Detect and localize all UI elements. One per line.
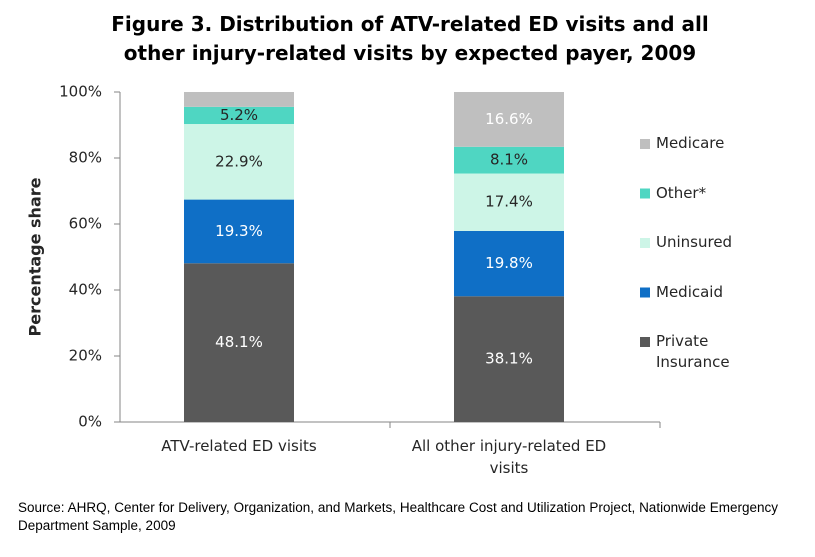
legend-swatch [640,188,650,199]
bar-segment [184,92,294,107]
legend-swatch [640,287,650,298]
bar-segment [184,199,294,264]
y-tick-label: 20% [69,347,102,365]
legend-label: Medicare [656,134,725,152]
y-axis-label: Percentage share [26,177,45,336]
data-label: 19.3% [215,222,263,240]
data-label: 22.9% [215,152,263,170]
bar-segment [184,106,294,125]
bar-segment [454,296,564,422]
data-label: 5.2% [220,106,258,124]
legend-label: Other* [656,183,707,202]
x-tick-label: All other injury-related ED visits [411,437,607,477]
legend-label: Private Insurance [656,332,730,371]
data-label: 19.8% [485,254,533,272]
legend-swatch [640,139,650,149]
legend-label: Uninsured [656,233,733,251]
x-tick-label: ATV-related ED visits [161,437,317,455]
bar-segment [454,146,564,174]
legend-swatch [640,337,650,347]
y-tick-label: 40% [69,281,102,299]
legend-swatch [640,238,650,248]
y-tick-label: 0% [78,413,102,431]
data-label: 17.4% [485,193,533,211]
bar-segment [454,230,564,297]
data-label: 8.1% [490,151,528,169]
data-label: 48.1% [215,333,263,351]
y-tick-label: 100% [59,83,102,101]
bar-segment [184,263,294,422]
data-label: 16.6% [485,110,533,128]
y-tick-label: 60% [69,215,102,233]
data-label: 38.1% [485,350,533,368]
chart-title: Figure 3. Distribution of ATV-related ED… [111,12,709,65]
source-note: Source: AHRQ, Center for Delivery, Organ… [18,500,778,533]
y-tick-label: 80% [69,149,102,167]
bar-segment [184,124,294,200]
bar-segment [454,92,564,147]
bar-segment [454,173,564,231]
legend-label: Medicaid [656,282,723,301]
